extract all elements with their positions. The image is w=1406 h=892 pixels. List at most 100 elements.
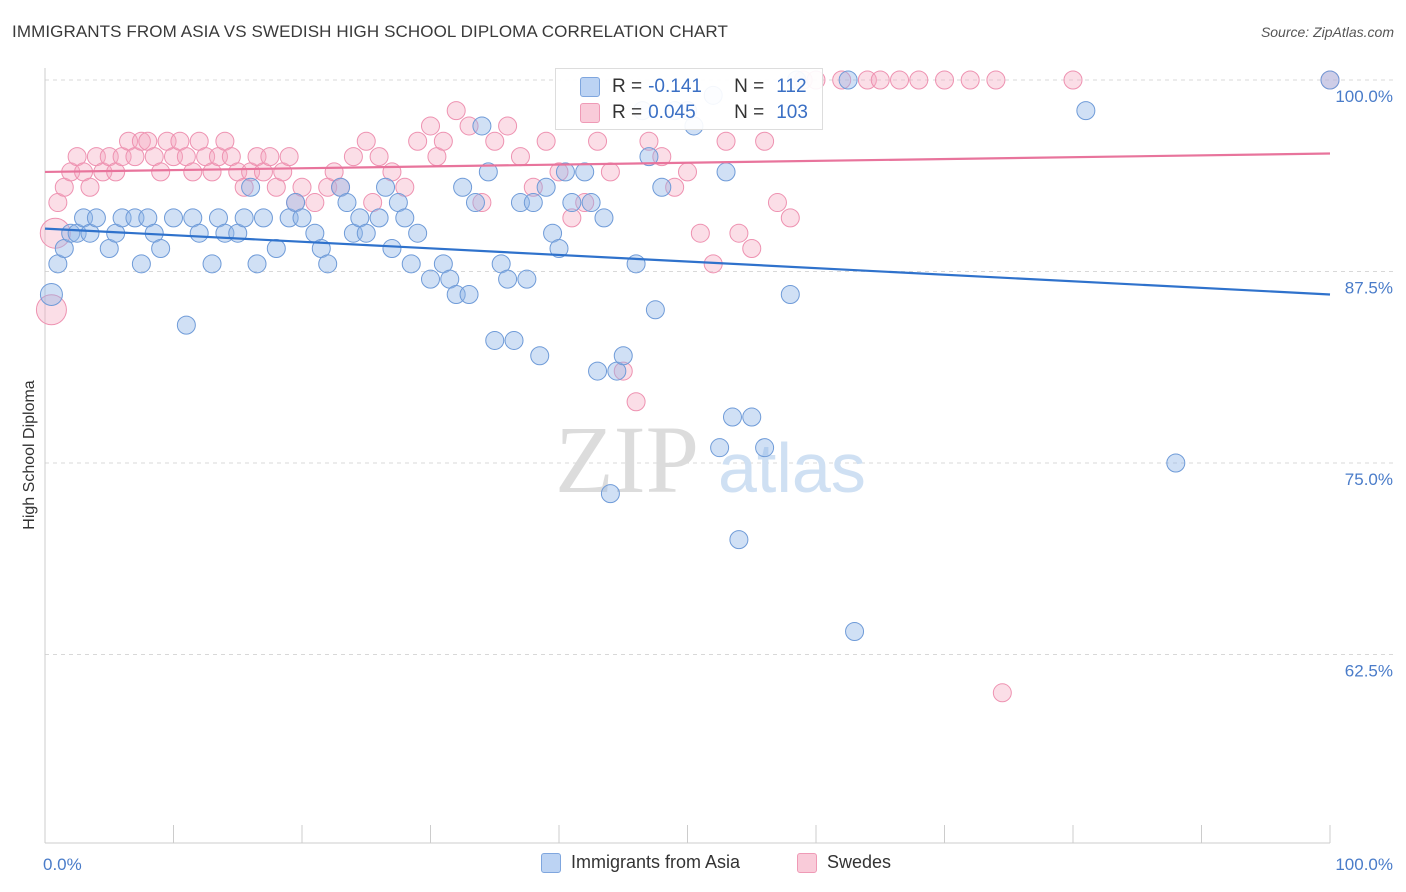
data-point bbox=[594, 208, 614, 228]
data-point bbox=[376, 177, 396, 197]
data-point bbox=[343, 147, 363, 167]
data-point bbox=[498, 269, 518, 289]
data-point bbox=[600, 162, 620, 182]
data-point bbox=[498, 116, 518, 136]
data-point bbox=[755, 131, 775, 151]
data-point bbox=[202, 254, 222, 274]
data-point bbox=[722, 407, 742, 427]
data-point bbox=[305, 193, 325, 213]
data-point bbox=[421, 116, 440, 136]
data-point bbox=[382, 239, 402, 259]
data-point bbox=[780, 284, 800, 304]
data-point bbox=[164, 208, 183, 228]
watermark: ZIP atlas bbox=[555, 406, 866, 513]
data-point bbox=[729, 530, 749, 550]
data-point bbox=[318, 254, 338, 274]
data-point bbox=[530, 346, 550, 366]
data-point bbox=[408, 131, 428, 151]
legend-swatch-pink bbox=[797, 852, 817, 873]
data-point bbox=[1320, 70, 1340, 90]
data-point bbox=[890, 70, 910, 90]
watermark-atlas: atlas bbox=[718, 429, 866, 507]
data-point bbox=[1076, 101, 1096, 121]
data-point bbox=[935, 70, 954, 90]
legend-r-value: -0.141 bbox=[648, 76, 702, 97]
data-point bbox=[986, 70, 1006, 90]
data-point bbox=[838, 70, 858, 90]
data-point bbox=[472, 116, 492, 136]
data-point bbox=[562, 208, 582, 228]
watermark-zip: ZIP bbox=[555, 406, 699, 513]
data-point bbox=[80, 177, 100, 197]
x-tick-label-max: 100.0% bbox=[1335, 855, 1393, 874]
data-point bbox=[767, 193, 787, 213]
data-point bbox=[710, 438, 730, 458]
data-point bbox=[581, 193, 601, 213]
data-point bbox=[176, 315, 196, 335]
data-point bbox=[459, 284, 479, 304]
data-point bbox=[465, 193, 485, 213]
axes bbox=[44, 68, 1331, 844]
y-axis-title: High School Diploma bbox=[21, 380, 38, 530]
data-point bbox=[870, 70, 890, 90]
data-point bbox=[292, 208, 312, 228]
trend-line bbox=[44, 152, 1331, 174]
data-point bbox=[433, 131, 453, 151]
data-point bbox=[356, 131, 376, 151]
data-point bbox=[652, 177, 672, 197]
data-point bbox=[504, 330, 524, 350]
data-point bbox=[729, 223, 749, 243]
data-point bbox=[716, 131, 736, 151]
legend-r-label: R = bbox=[612, 76, 643, 97]
source-label: Source: ZipAtlas.com bbox=[1260, 24, 1394, 40]
data-point bbox=[131, 131, 151, 151]
data-point bbox=[613, 346, 633, 366]
data-point bbox=[260, 147, 280, 167]
data-point bbox=[690, 223, 710, 243]
legend-row-swedes: R = 0.045 N = 103 bbox=[580, 101, 808, 125]
data-point bbox=[639, 147, 659, 167]
data-point bbox=[356, 223, 376, 243]
y-tick-label: 100.0% bbox=[1335, 87, 1393, 106]
data-point bbox=[478, 162, 498, 182]
data-point bbox=[780, 208, 800, 228]
data-point bbox=[549, 239, 569, 259]
data-point bbox=[151, 239, 171, 259]
data-point bbox=[446, 101, 466, 121]
legend-swatch-pink bbox=[580, 103, 600, 123]
data-point bbox=[575, 162, 595, 182]
data-point bbox=[395, 208, 415, 228]
data-point bbox=[832, 70, 852, 90]
data-point bbox=[555, 162, 575, 182]
data-point bbox=[510, 147, 530, 167]
data-point bbox=[472, 193, 492, 213]
legend-item-swedes: Swedes bbox=[797, 852, 891, 873]
data-point bbox=[626, 392, 646, 412]
data-point bbox=[241, 177, 261, 197]
data-point bbox=[716, 162, 736, 182]
data-point bbox=[639, 131, 659, 151]
data-point bbox=[369, 147, 389, 167]
series-swedes-points bbox=[35, 70, 1340, 703]
data-point bbox=[845, 622, 865, 642]
data-point bbox=[247, 254, 267, 274]
data-point bbox=[151, 162, 171, 182]
data-point bbox=[588, 361, 608, 381]
data-point bbox=[992, 683, 1012, 703]
data-point bbox=[421, 269, 440, 289]
legend-swatch-blue bbox=[580, 77, 600, 97]
chart-title: IMMIGRANTS FROM ASIA VS SWEDISH HIGH SCH… bbox=[12, 22, 728, 41]
data-point bbox=[369, 208, 389, 228]
data-point bbox=[909, 70, 929, 90]
data-point bbox=[279, 147, 299, 167]
data-point bbox=[960, 70, 980, 90]
data-point bbox=[678, 162, 697, 182]
data-point bbox=[588, 131, 608, 151]
data-point bbox=[755, 438, 775, 458]
legend-n-value: 103 bbox=[776, 102, 808, 123]
data-point bbox=[485, 330, 505, 350]
data-point bbox=[453, 177, 473, 197]
data-point bbox=[253, 208, 273, 228]
x-tick-label-min: 0.0% bbox=[43, 855, 82, 874]
data-point bbox=[131, 254, 151, 274]
